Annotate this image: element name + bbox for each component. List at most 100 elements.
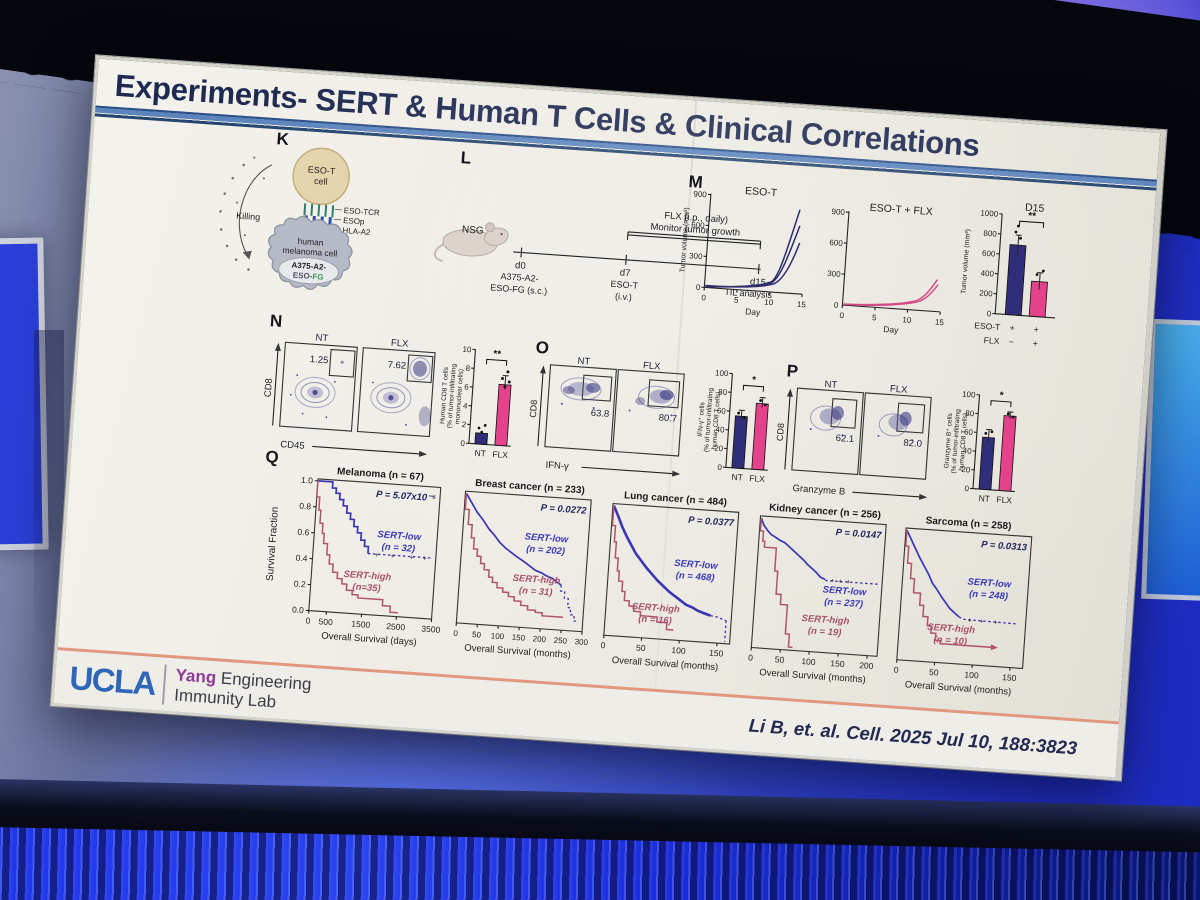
error-bars-and-points [737,397,767,421]
sig-stars: * [999,390,1004,401]
x-tick-marks [603,635,718,647]
sig-bracket [1018,220,1045,228]
panel-o-flow-plots: NT FLX CD8 IFN-γ 63.8 [528,356,685,477]
tick-marks [701,193,803,298]
xtick: 250 [553,636,567,646]
sert-high-label: SERT-high [801,613,850,627]
sert-low-curve [612,505,711,617]
presentation-slide: Experiments- SERT & Human T Cells & Clin… [50,55,1167,781]
panel-l-timeline: NSG FLX (i.p., daily) Monitor tumor grow… [433,210,773,302]
svg-text:+: + [409,554,414,561]
gate-value-flx: 80.7 [658,413,677,425]
cat-nt: NT [474,448,486,459]
nt-cell-cloud [560,377,602,409]
ytick: 0.6 [297,527,310,538]
xtick: 100 [491,631,505,641]
km-chart-sarcoma: Sarcoma (n = 258) P = 0.0313 + + + SERT-lo… [893,515,1033,698]
bar-nt [474,432,489,446]
flx-cell-cloud [628,385,676,417]
bar-nt [731,415,748,469]
sert-high-curve [759,517,793,649]
svg-text:+: + [967,618,972,625]
bar-esot [1004,244,1027,316]
mouse-icon [433,222,509,263]
x-axis-label: Overall Survival (months) [611,655,718,673]
nt-cell-cloud [289,360,344,419]
sert-high-n: (n=35) [352,582,381,595]
ytick: 400 [980,269,994,279]
chart-title: D15 [1025,202,1045,215]
x-arrowhead-icon [672,470,681,477]
svg-text:+: + [375,552,380,559]
panel-n-bar-chart: Human CD8 T cells(% of tumor-infiltratin… [439,345,512,460]
sert-low-n: (n = 237) [824,597,863,611]
ytick: 80 [965,409,975,419]
esot-growth-curves [705,209,801,288]
ytick: 0.2 [294,578,307,589]
sert-low-label: SERT-low [377,529,422,543]
bar-esot-flx [1028,280,1048,318]
xtick: 200 [859,660,874,671]
sig-stars: * [752,375,757,386]
gate-nt [328,348,356,378]
y-axis-label: Survival Fraction [265,506,281,581]
sert-low-tail [560,585,576,622]
sert-low-tail [958,616,1018,625]
flow-plot-flx [356,347,436,438]
timeline-axis [513,251,761,270]
sert-low-n: (n = 248) [969,589,1008,603]
xtick: 300 [574,637,588,647]
gate-flx [896,402,926,434]
sert-high-label: SERT-high [927,622,976,636]
plot-box [750,515,887,657]
col-nt: NT [577,356,591,368]
sert-high-n: (n = 31) [519,585,553,598]
xtick: 1500 [351,619,371,630]
tick-marks [722,372,733,468]
sert-low-label: SERT-low [524,531,569,545]
km-chart-breast: Breast cancer (n = 233) P = 0.0272 SERT-… [453,478,592,661]
gate-flx [406,354,434,384]
row2-label: FLX [983,335,1000,346]
svg-text:+: + [422,555,427,562]
tick-marks [465,348,476,444]
sert-high-curve [315,480,398,614]
error-bars-and-points [984,411,1015,442]
ytick: 0 [986,309,992,318]
panel-m-d15-bar-chart: D15 Tumor volume (mm³) 1000 800 600 400 … [961,202,1056,349]
sig-bracket [485,358,508,366]
ytick: 600 [691,220,705,230]
x-tick-marks [750,647,868,659]
sert-high-curve [464,493,564,619]
killing-arrow [238,164,273,256]
row1-val: + [1033,324,1039,334]
flow-plot-nt [544,364,617,452]
ytick: 900 [831,207,845,217]
gate-value-nt: 1.25 [309,354,328,366]
sert-low-n: (n = 32) [381,542,415,555]
x-tick-marks [455,622,583,635]
ytick: 60 [964,427,974,437]
x-axis-label: CD45 [280,439,305,452]
xtick: 0 [839,311,845,320]
killing-label: Killing [236,211,261,223]
chart-title: ESO-T + FLX [869,202,933,218]
melanoma-label2: melanoma cell [282,245,337,259]
xtick: 5 [734,295,740,304]
lab-name: Yang Engineering Immunity Lab [174,666,312,713]
flx-cell-cloud [370,357,431,427]
plot-box [896,527,1033,670]
y-axis-label: Tumor volume (mm³) [679,207,691,272]
y-arrowhead-icon [786,388,793,397]
panel-l-letter: L [460,148,472,168]
xtick: 200 [532,634,546,644]
nt-cell-cloud [809,405,844,437]
flow-plot-nt [791,387,864,476]
ytick: 0 [834,300,840,309]
gate-flx [647,379,681,409]
xtick: 50 [774,654,784,665]
y-axis-label: Tumor volume (mm³) [961,229,973,294]
eso-tcr-label: ESO-TCR [344,206,381,218]
citation: Li B, et. al. Cell. 2025 Jul 10, 188:382… [748,714,1078,758]
